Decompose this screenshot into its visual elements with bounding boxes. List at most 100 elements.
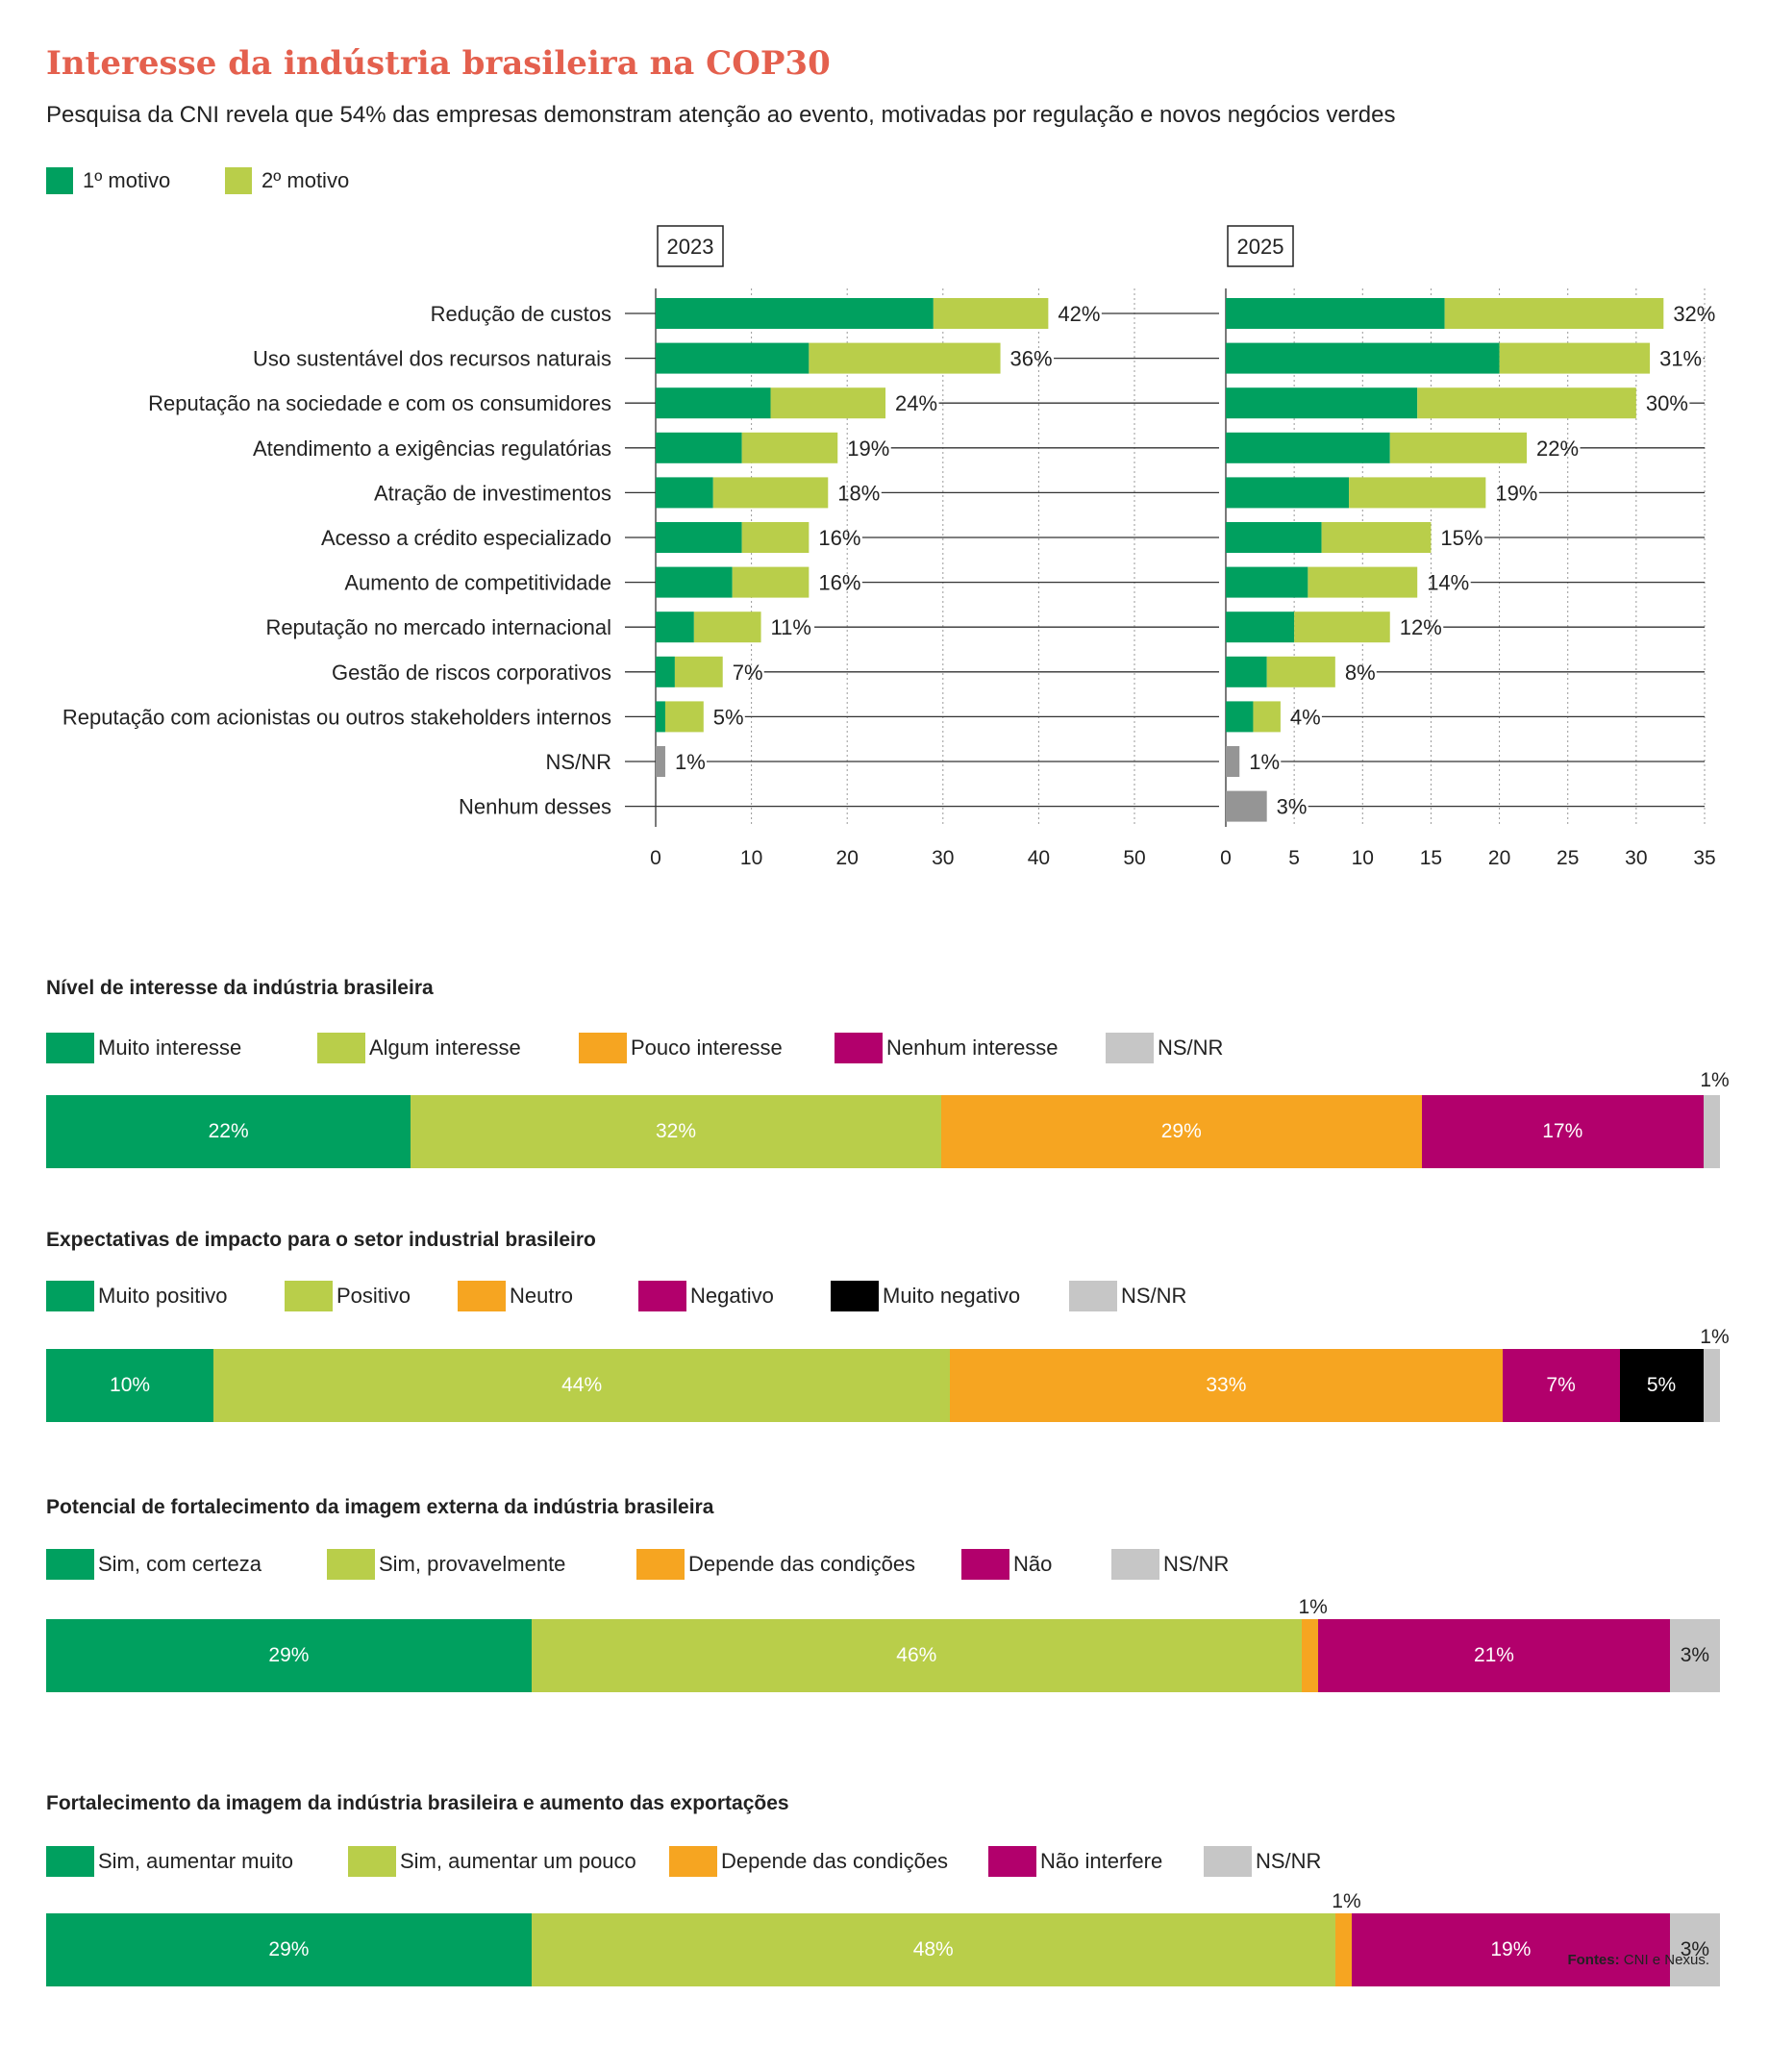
bar-segment: 29%: [940, 1095, 1422, 1168]
legend-label: Pouco interesse: [631, 1036, 783, 1060]
stack-title: Fortalecimento da imagem da indústria br…: [46, 1792, 789, 1814]
data-label: 42%: [1058, 302, 1100, 326]
bar-segment: 29%: [46, 1913, 532, 1986]
data-label: 19%: [1495, 481, 1537, 505]
segment-label-outside: 1%: [1700, 1326, 1730, 1348]
legend-swatch: [961, 1549, 1009, 1580]
x-tick-label: 40: [1028, 847, 1050, 869]
segment-label: 17%: [1542, 1120, 1583, 1142]
category-label: Reputação na sociedade e com os consumid…: [148, 391, 611, 415]
stacked-bar: 22% 32% 29% 17%: [46, 1095, 1720, 1168]
data-label: 24%: [895, 391, 937, 415]
bar-first-motive: [656, 566, 733, 598]
legend-swatch: [831, 1281, 879, 1311]
legend-swatch: [835, 1033, 883, 1063]
bar-second-motive: [712, 477, 829, 509]
segment-label: 33%: [1206, 1374, 1247, 1396]
segment-label: 29%: [268, 1938, 310, 1960]
bar-second-motive: [1294, 612, 1390, 643]
x-tick-label: 30: [932, 847, 954, 869]
legend-item: Não interfere: [988, 1846, 1162, 1877]
bar-segment: [1703, 1349, 1720, 1422]
data-label: 36%: [1010, 347, 1053, 371]
category-label: Reputação com acionistas ou outros stake…: [62, 705, 611, 729]
legend-label: Não: [1013, 1552, 1053, 1576]
legend-swatch: [285, 1281, 333, 1311]
legend-swatch: [638, 1281, 686, 1311]
bar-segment: 22%: [46, 1095, 411, 1168]
bar-second-motive: [693, 612, 761, 643]
legend-swatch: [579, 1033, 627, 1063]
motivos-chart: Redução de custos Uso sustentável dos rec…: [62, 225, 1716, 869]
data-label: 11%: [771, 615, 811, 639]
data-label: 1%: [1249, 750, 1280, 774]
source-note: Fontes: CNI e Nexus.: [1567, 1952, 1709, 1968]
bar-first-motive: [1226, 387, 1418, 419]
bar-segment: 3%: [1669, 1619, 1720, 1692]
bar-segment: 29%: [46, 1619, 532, 1692]
x-tick-label: 20: [1488, 847, 1510, 869]
legend-label: Sim, aumentar muito: [98, 1849, 293, 1873]
legend-label: Sim, aumentar um pouco: [400, 1849, 636, 1873]
segment-label: 29%: [1160, 1120, 1202, 1142]
segment-label: 19%: [1490, 1938, 1532, 1960]
panel-label: 2025: [1237, 235, 1284, 259]
legend-label: Muito positivo: [98, 1284, 228, 1308]
bar-second-motive: [664, 701, 704, 733]
bar-segment: 19%: [1351, 1913, 1670, 1986]
legend-item: Positivo: [285, 1281, 411, 1311]
legend-item: Não: [961, 1549, 1052, 1580]
bar-segment: 5%: [1619, 1349, 1704, 1422]
category-label: Acesso a crédito especializado: [321, 526, 611, 550]
bar-first-motive: [656, 656, 675, 687]
legend-label: NS/NR: [1256, 1849, 1322, 1873]
bar-second-motive: [809, 342, 1001, 374]
segment-label: 3%: [1680, 1644, 1710, 1666]
x-tick-label: 10: [740, 847, 762, 869]
legend-label: NS/NR: [1158, 1036, 1224, 1060]
bar-segment: 33%: [950, 1349, 1503, 1422]
legend-item: Muito positivo: [46, 1281, 228, 1311]
bar-second-motive: [741, 522, 810, 553]
legend-label: Algum interesse: [369, 1036, 521, 1060]
stack-title: Expectativas de impacto para o setor ind…: [46, 1229, 596, 1251]
chart-subtitle: Pesquisa da CNI revela que 54% das empre…: [46, 102, 1396, 128]
legend-item: Algum interesse: [317, 1033, 521, 1063]
legend-item: Depende das condições: [636, 1549, 915, 1580]
category-label: NS/NR: [546, 750, 611, 774]
data-label: 16%: [818, 571, 860, 595]
legend-swatch: [46, 1549, 94, 1580]
bar-second-motive: [1308, 566, 1418, 598]
legend-swatch: [348, 1846, 396, 1877]
legend-label: Não interfere: [1040, 1849, 1163, 1873]
bar-segment: [1703, 1095, 1720, 1168]
legend-label: Muito negativo: [883, 1284, 1021, 1308]
x-tick-label: 0: [650, 847, 661, 869]
x-tick-label: 15: [1420, 847, 1442, 869]
data-label: 19%: [847, 437, 889, 461]
legend-label: Nenhum interesse: [886, 1036, 1059, 1060]
legend-swatch: [988, 1846, 1036, 1877]
data-label: 14%: [1427, 571, 1469, 595]
legend-item: Negativo: [638, 1281, 774, 1311]
bar-first-motive: [1226, 656, 1267, 687]
legend-item: NS/NR: [1204, 1846, 1321, 1877]
legend-item: Sim, provavelmente: [327, 1549, 565, 1580]
legend-item: Muito interesse: [46, 1033, 241, 1063]
bar-first-motive: [1226, 477, 1350, 509]
x-tick-label: 30: [1625, 847, 1647, 869]
legend-swatch: [1204, 1846, 1252, 1877]
legend-label: Depende das condições: [688, 1552, 916, 1576]
segment-label: 44%: [561, 1374, 603, 1396]
legend-label: 2º motivo: [262, 168, 350, 193]
category-label: Uso sustentável dos recursos naturais: [253, 347, 611, 371]
data-label: 8%: [1345, 661, 1376, 685]
source-label: Fontes:: [1567, 1952, 1620, 1968]
data-label: 4%: [1290, 705, 1321, 729]
category-label: Reputação no mercado internacional: [265, 615, 611, 639]
segment-label: 32%: [656, 1120, 697, 1142]
bar-segment: 48%: [531, 1913, 1335, 1986]
x-tick-label: 10: [1352, 847, 1374, 869]
stack-title: Potencial de fortalecimento da imagem ex…: [46, 1496, 714, 1518]
